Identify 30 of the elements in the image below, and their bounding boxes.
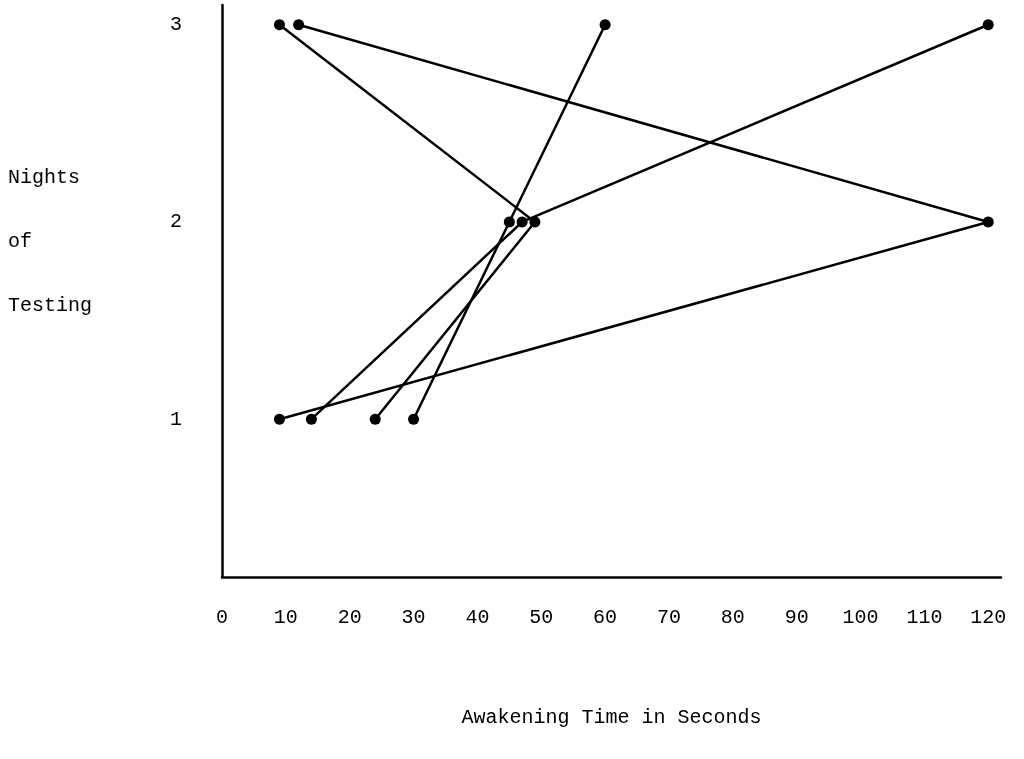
text: Nights of Testing [8,165,93,317]
x-tick-label: 60 [593,605,618,629]
x-tick-label: 100 [842,605,879,629]
point [305,413,317,425]
x-tick-label: 80 [720,605,745,629]
x-tick-label: 110 [906,605,943,629]
point [516,216,528,228]
x-tick-label: 120 [970,605,1007,629]
x-tick-label: 50 [529,605,554,629]
point [273,413,285,425]
x-tick-label: 40 [465,605,490,629]
point [369,413,381,425]
x-tick-label: 30 [401,605,426,629]
y-tick-label: 2 [169,210,182,234]
x-tick-label: 10 [273,605,298,629]
point [293,19,305,31]
point [982,216,994,228]
point [408,413,420,425]
point [529,216,541,228]
x-tick-label: 0 [215,605,229,629]
x-tick-label: 20 [337,605,362,629]
y-tick-label: 1 [169,407,182,431]
point [273,19,285,31]
x-axis-title: Awakening Time in Seconds [461,705,762,729]
point [503,216,515,228]
point [982,19,994,31]
point [599,19,611,31]
y-tick-label: 3 [169,13,182,37]
x-tick-label: 90 [784,605,809,629]
x-tick-label: 70 [656,605,681,629]
